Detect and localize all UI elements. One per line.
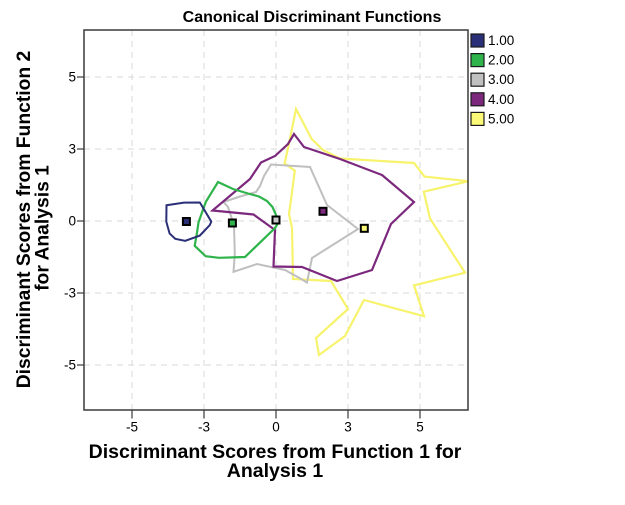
svg-text:3: 3	[68, 142, 76, 157]
svg-text:Canonical Discriminant Functio: Canonical Discriminant Functions	[183, 9, 442, 26]
svg-text:-5: -5	[64, 358, 76, 373]
svg-text:3: 3	[344, 420, 352, 435]
svg-text:Discriminant Scores from Funct: Discriminant Scores from Function 1 for	[89, 441, 462, 463]
svg-text:0: 0	[272, 420, 280, 435]
svg-text:0: 0	[68, 214, 76, 229]
svg-text:5: 5	[416, 420, 424, 435]
svg-text:Discriminant Scores from Funct: Discriminant Scores from Function 2	[14, 51, 35, 389]
svg-text:2.00: 2.00	[488, 53, 514, 68]
svg-text:1.00: 1.00	[488, 33, 514, 48]
svg-text:5: 5	[68, 70, 76, 85]
svg-text:5.00: 5.00	[488, 111, 514, 126]
svg-text:-3: -3	[198, 420, 210, 435]
svg-text:for Analysis 1: for Analysis 1	[33, 165, 54, 291]
svg-text:Analysis 1: Analysis 1	[227, 460, 324, 482]
svg-text:-5: -5	[126, 420, 138, 435]
svg-text:4.00: 4.00	[488, 92, 514, 107]
svg-text:-3: -3	[64, 286, 76, 301]
svg-text:3.00: 3.00	[488, 72, 514, 87]
